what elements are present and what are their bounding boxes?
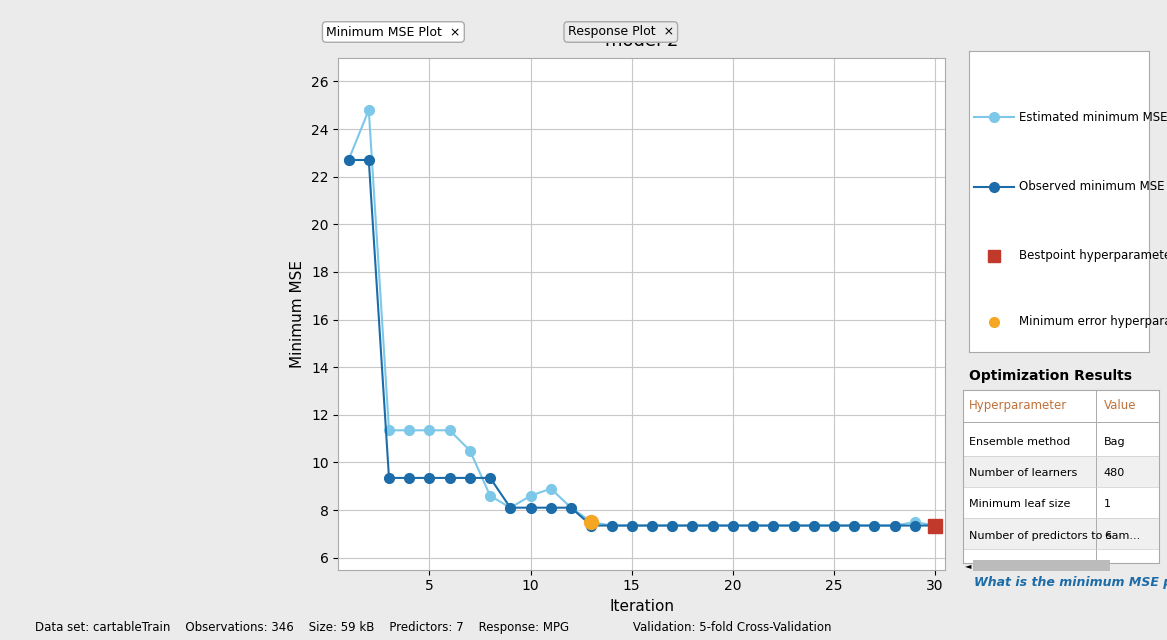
Estimated minimum MSE [463,447,477,454]
Bar [963,456,1159,487]
Text: Optimization Results: Optimization Results [969,369,1132,383]
Estimated minimum MSE [847,522,861,529]
Estimated minimum MSE [442,426,456,434]
Observed minimum MSE [544,504,558,511]
Observed minimum MSE [746,522,760,529]
Estimated minimum MSE [544,484,558,492]
Observed minimum MSE [706,522,720,529]
Estimated minimum MSE [645,522,659,529]
Estimated minimum MSE [665,522,679,529]
Bar [963,487,1159,518]
Text: Data set: cartableTrain    Observations: 346    Size: 59 kB    Predictors: 7    : Data set: cartableTrain Observations: 34… [35,621,832,634]
Observed minimum MSE [422,474,436,482]
Text: What is the minimum MSE plot?: What is the minimum MSE plot? [974,575,1167,589]
Text: Legend: Legend [969,52,1032,67]
Observed minimum MSE [928,522,942,529]
Estimated minimum MSE [382,426,396,434]
Estimated minimum MSE [422,426,436,434]
Y-axis label: Minimum MSE: Minimum MSE [291,260,306,367]
Observed minimum MSE [888,522,902,529]
Bar [972,560,1110,572]
Estimated minimum MSE [827,522,841,529]
X-axis label: Iteration: Iteration [609,599,675,614]
Observed minimum MSE [463,474,477,482]
Text: Bag: Bag [1104,437,1125,447]
Bar [963,425,1159,456]
Text: Number of learners: Number of learners [969,468,1077,478]
Text: 1: 1 [1104,499,1111,509]
Estimated minimum MSE [706,522,720,529]
Observed minimum MSE [787,522,801,529]
Estimated minimum MSE [585,518,599,526]
Estimated minimum MSE [403,426,417,434]
Observed minimum MSE [767,522,781,529]
Estimated minimum MSE [503,504,517,511]
Observed minimum MSE [645,522,659,529]
Text: Observed minimum MSE: Observed minimum MSE [1019,180,1165,193]
Estimated minimum MSE [483,492,497,500]
Text: Minimum MSE Plot  ×: Minimum MSE Plot × [327,26,461,38]
Observed minimum MSE [726,522,740,529]
Observed minimum MSE [483,474,497,482]
Observed minimum MSE [806,522,820,529]
Observed minimum MSE [624,522,638,529]
Observed minimum MSE [685,522,699,529]
Observed minimum MSE [908,522,922,529]
Estimated minimum MSE [524,492,538,500]
Text: Hyperparameter: Hyperparameter [969,399,1067,412]
Bar [963,518,1159,549]
Text: Value: Value [1104,399,1137,412]
Observed minimum MSE [524,504,538,511]
Text: Estimated minimum MSE: Estimated minimum MSE [1019,111,1167,124]
Estimated minimum MSE [806,522,820,529]
Text: Minimum error hyperparameters: Minimum error hyperparameters [1019,316,1167,328]
Observed minimum MSE [564,504,578,511]
Estimated minimum MSE [624,522,638,529]
Estimated minimum MSE [362,106,376,114]
Observed minimum MSE [867,522,881,529]
Text: 480: 480 [1104,468,1125,478]
Title: model 2: model 2 [606,33,678,51]
Text: Bestpoint hyperparameters: Bestpoint hyperparameters [1019,249,1167,262]
Text: Ensemble method: Ensemble method [969,437,1070,447]
Observed minimum MSE [847,522,861,529]
Text: 6: 6 [1104,531,1111,541]
Observed minimum MSE [362,156,376,164]
Observed minimum MSE [342,156,356,164]
Estimated minimum MSE [767,522,781,529]
Text: Number of predictors to sam...: Number of predictors to sam... [969,531,1140,541]
Estimated minimum MSE [726,522,740,529]
Estimated minimum MSE [685,522,699,529]
Observed minimum MSE [585,522,599,529]
Observed minimum MSE [665,522,679,529]
Text: ◄: ◄ [965,561,971,570]
Estimated minimum MSE [787,522,801,529]
Text: Response Plot  ×: Response Plot × [568,26,673,38]
Observed minimum MSE [503,504,517,511]
Estimated minimum MSE [867,522,881,529]
Estimated minimum MSE [564,504,578,511]
Estimated minimum MSE [342,156,356,164]
Estimated minimum MSE [928,522,942,529]
Observed minimum MSE [827,522,841,529]
Observed minimum MSE [403,474,417,482]
Observed minimum MSE [605,522,619,529]
Estimated minimum MSE [908,518,922,526]
Text: Minimum leaf size: Minimum leaf size [969,499,1070,509]
Observed minimum MSE [382,474,396,482]
Estimated minimum MSE [605,522,619,529]
Observed minimum MSE [442,474,456,482]
Line: Observed minimum MSE: Observed minimum MSE [344,155,939,531]
Line: Estimated minimum MSE: Estimated minimum MSE [344,105,939,531]
Estimated minimum MSE [888,522,902,529]
Estimated minimum MSE [746,522,760,529]
